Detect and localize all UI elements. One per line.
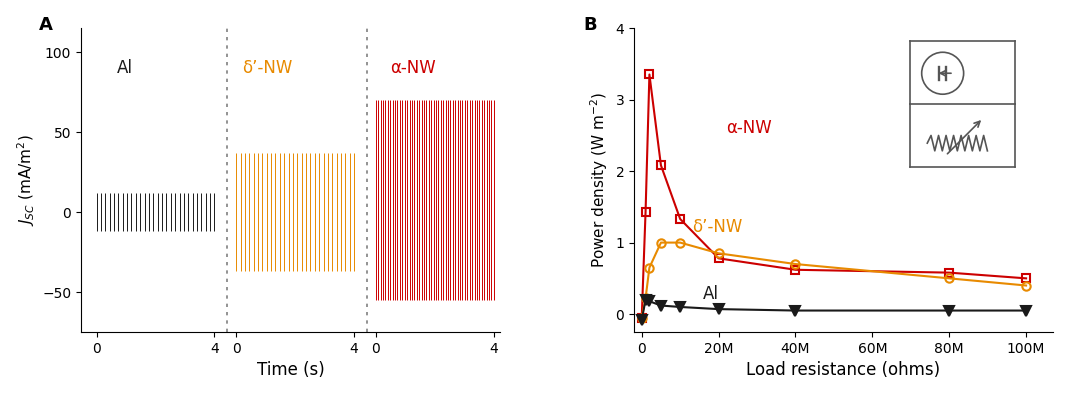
Y-axis label: $J_{SC}$ (mA/m$^2$): $J_{SC}$ (mA/m$^2$) bbox=[15, 134, 37, 226]
Text: α-NW: α-NW bbox=[726, 119, 772, 137]
Y-axis label: Power density (W m$^{-2}$): Power density (W m$^{-2}$) bbox=[589, 92, 610, 268]
Text: α-NW: α-NW bbox=[390, 59, 436, 77]
Text: A: A bbox=[39, 16, 53, 34]
Text: δ’-NW: δ’-NW bbox=[691, 218, 742, 236]
Text: Al: Al bbox=[703, 285, 719, 303]
Text: Al: Al bbox=[117, 59, 133, 77]
Text: B: B bbox=[584, 16, 597, 34]
Text: δ’-NW: δ’-NW bbox=[242, 59, 293, 77]
X-axis label: Load resistance (ohms): Load resistance (ohms) bbox=[746, 361, 941, 379]
X-axis label: Time (s): Time (s) bbox=[257, 361, 324, 379]
